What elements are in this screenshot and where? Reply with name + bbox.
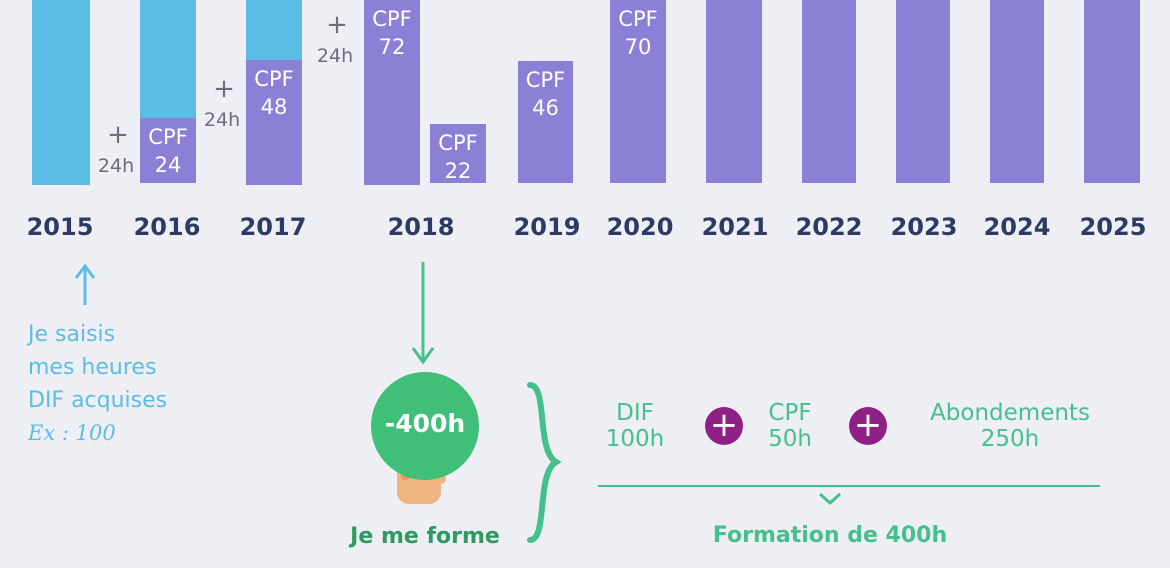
breakdown-dif: DIF 100h (580, 400, 690, 452)
bars-layer: CPF 24 CPF 48 CPF 72 CPF 22 CPF 46 CPF 70 (32, 0, 1140, 185)
arrow-down-icon (411, 262, 435, 365)
bar-value: 24 (155, 153, 182, 177)
dif-note-line2: mes heures (28, 355, 157, 380)
bar-label-cpf: CPF (148, 125, 187, 149)
bar-segment-cpf (518, 61, 573, 183)
year-label: 2021 (702, 213, 769, 241)
plus-sign: + (326, 10, 348, 40)
plus-icon: + (705, 407, 743, 445)
breakdown-abondements: Abondements 250h (905, 400, 1115, 452)
dif-note-line1: Je saisis (28, 322, 116, 347)
bar-segment-cpf (802, 0, 856, 183)
bar-segment-cpf (140, 118, 196, 183)
bar-segment-cpf (1084, 0, 1140, 183)
bar-value: 48 (261, 95, 288, 119)
curly-brace-icon (527, 382, 562, 543)
bar-value: 70 (625, 35, 652, 59)
year-label: 2025 (1080, 213, 1147, 241)
plus-sign: + (213, 74, 235, 104)
bar-segment-cpf (706, 0, 762, 183)
year-label: 2020 (607, 213, 674, 241)
increment-hours: 24h (204, 109, 240, 131)
deduction-label: -400h (384, 409, 466, 438)
increments-layer: +24h +24h +24h (98, 10, 353, 177)
year-label: 2018 (388, 213, 455, 241)
training-total: Formation de 400h (712, 523, 948, 548)
bar-segment-cpf (364, 0, 420, 185)
breakdown-cpf-label: CPF (768, 400, 812, 426)
breakdown-cpf-hours: 50h (768, 426, 812, 452)
year-label: 2017 (240, 213, 307, 241)
dif-note-example: Ex : 100 (28, 421, 116, 445)
increment-hours: 24h (317, 45, 353, 67)
bar-label-cpf: CPF (618, 7, 657, 31)
bar-label-cpf: CPF (526, 68, 565, 92)
year-label: 2024 (984, 213, 1051, 241)
year-axis: 2015 2016 2017 2018 2019 2020 2021 2022 2023 2024… (27, 213, 1147, 241)
chevron-down-icon (818, 492, 842, 506)
bar-segment-dif (246, 0, 302, 60)
bar-label-cpf: CPF (438, 131, 477, 155)
dif-note: Je saisis mes heures DIF acquises Ex : 1… (28, 318, 228, 450)
arrow-up-icon (74, 263, 96, 305)
year-label: 2023 (891, 213, 958, 241)
bar-segment-cpf (430, 124, 486, 183)
breakdown-cpf: CPF 50h (735, 400, 845, 452)
bar-segment-cpf (246, 60, 302, 185)
bar-segment-cpf (990, 0, 1044, 183)
year-label: 2019 (514, 213, 581, 241)
bar-segment-dif (32, 0, 90, 185)
plus-icon: + (849, 407, 887, 445)
breakdown-abond-hours: 250h (980, 426, 1040, 452)
year-label: 2022 (796, 213, 863, 241)
dif-note-line3: DIF acquises (28, 388, 168, 413)
increment-hours: 24h (98, 155, 134, 177)
bar-segment-cpf (610, 0, 666, 183)
training-caption: Je me forme (350, 524, 500, 549)
breakdown-dif-label: DIF (616, 400, 654, 426)
year-label: 2015 (27, 213, 94, 241)
bar-segment-cpf (896, 0, 950, 183)
year-label: 2016 (134, 213, 201, 241)
bar-value: 46 (532, 96, 559, 120)
deduction-badge: -400h (371, 372, 479, 480)
bar-label-cpf: CPF (372, 7, 411, 31)
bar-segment-dif (140, 0, 196, 118)
breakdown-dif-hours: 100h (605, 426, 665, 452)
bar-value: 72 (379, 35, 406, 59)
bar-value: 22 (445, 159, 472, 183)
plus-sign: + (107, 120, 129, 150)
bar-label-cpf: CPF (254, 67, 293, 91)
breakdown-abond-label: Abondements (930, 400, 1090, 426)
